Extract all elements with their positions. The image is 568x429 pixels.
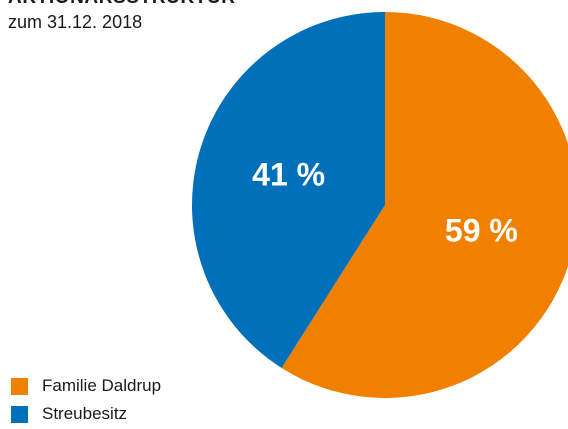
pie-slice-streubesitz	[191, 12, 385, 368]
legend-swatch-familie-daldrup	[11, 377, 28, 395]
pie-slice-label-familie-daldrup: 59 %	[445, 212, 518, 248]
legend-label-streubesitz: Streubesitz	[42, 404, 128, 423]
legend-item-streubesitz: Streubesitz	[11, 400, 161, 428]
pie-slice-label-streubesitz: 41 %	[252, 156, 325, 192]
chart-subtitle: zum 31.12. 2018	[8, 12, 143, 32]
pie-slice-familie-daldrup	[281, 12, 568, 398]
legend: Familie Daldrup Streubesitz	[11, 372, 161, 428]
legend-item-familie-daldrup: Familie Daldrup	[11, 372, 161, 400]
chart-title: AKTIONÄRSSTRUKTUR	[8, 0, 236, 9]
legend-swatch-streubesitz	[11, 405, 28, 423]
legend-label-familie-daldrup: Familie Daldrup	[42, 376, 162, 395]
